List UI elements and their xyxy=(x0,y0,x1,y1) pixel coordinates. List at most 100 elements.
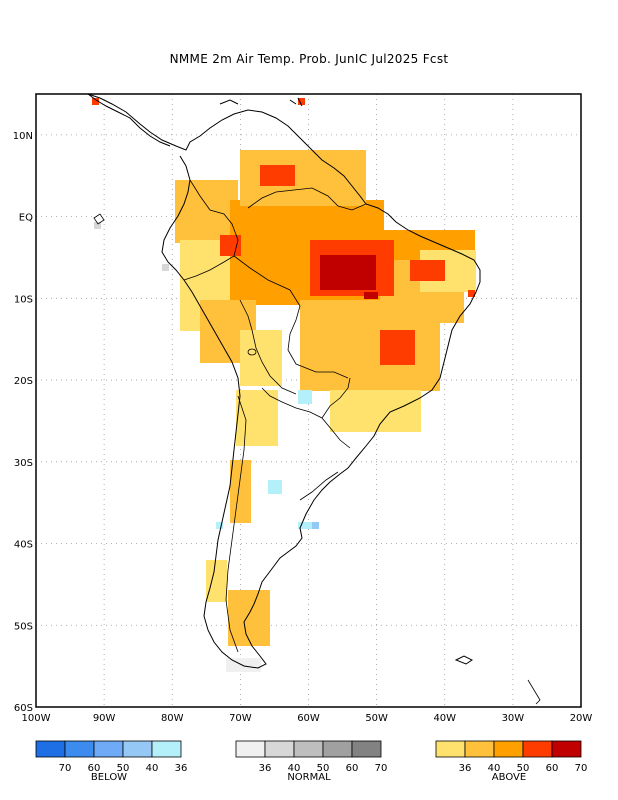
shade-above-40 xyxy=(314,377,321,384)
shade-above-40 xyxy=(412,342,419,349)
shade-above-40 xyxy=(433,363,440,370)
shade-above-40 xyxy=(210,201,217,208)
shade-above-36 xyxy=(365,425,372,432)
shade-above-40 xyxy=(228,314,235,321)
shade-above-40 xyxy=(303,192,310,199)
shade-above-50 xyxy=(293,249,300,256)
shade-above-50 xyxy=(370,221,377,228)
shade-above-36 xyxy=(243,404,250,411)
shade-above-36 xyxy=(247,337,254,344)
shade-above-36 xyxy=(187,289,194,296)
shade-above-40 xyxy=(412,384,419,391)
shade-above-40 xyxy=(228,349,235,356)
shade-above-50 xyxy=(363,207,370,214)
shade-above-40 xyxy=(235,328,242,335)
shade-above-36 xyxy=(434,285,441,292)
shade-above-50 xyxy=(335,207,342,214)
shade-above-50 xyxy=(258,298,265,305)
shade-above-50 xyxy=(335,230,342,237)
shade-above-70 xyxy=(355,255,362,262)
shade-above-60 xyxy=(401,351,408,358)
shade-above-40 xyxy=(331,192,338,199)
shade-above-36 xyxy=(254,351,261,358)
shade-above-36 xyxy=(261,337,268,344)
shade-above-36 xyxy=(222,296,229,303)
shade-above-36 xyxy=(208,268,215,275)
legend-tick-below: 36 xyxy=(175,763,188,774)
shade-above-40 xyxy=(359,150,366,157)
shade-above-40 xyxy=(412,335,419,342)
shade-above-40 xyxy=(419,342,426,349)
shade-above-60 xyxy=(387,275,394,282)
shade-above-40 xyxy=(242,321,249,328)
shade-above-36 xyxy=(344,390,351,397)
shade-above-60 xyxy=(331,247,338,254)
shade-above-40 xyxy=(247,150,254,157)
shade-above-40 xyxy=(240,178,247,185)
shade-above-40 xyxy=(307,342,314,349)
shade-above-60 xyxy=(274,165,281,172)
shade-above-36 xyxy=(180,275,187,282)
shade-above-50 xyxy=(440,230,447,237)
shade-above-40 xyxy=(433,356,440,363)
shade-above-36 xyxy=(257,411,264,418)
shade-above-50 xyxy=(307,214,314,221)
shade-above-36 xyxy=(420,285,427,292)
legend-swatch-below xyxy=(151,740,182,758)
shade-above-40 xyxy=(342,349,349,356)
shade-above-40 xyxy=(328,342,335,349)
shade-above-50 xyxy=(370,207,377,214)
shade-above-50 xyxy=(328,221,335,228)
shade-above-60 xyxy=(281,179,288,186)
shade-above-50 xyxy=(230,277,237,284)
shade-above-50 xyxy=(265,228,272,235)
central-america-coastline xyxy=(87,93,171,147)
shade-above-60 xyxy=(380,240,387,247)
shade-above-36 xyxy=(208,275,215,282)
shade-above-40 xyxy=(196,187,203,194)
shade-above-50 xyxy=(258,270,265,277)
shade-above-40 xyxy=(335,342,342,349)
shade-above-40 xyxy=(426,363,433,370)
shade-above-40 xyxy=(415,281,422,288)
shade-above-40 xyxy=(263,618,270,625)
shade-above-40 xyxy=(342,363,349,370)
caribbean-islands xyxy=(219,97,303,107)
shade-above-40 xyxy=(235,314,242,321)
shade-above-40 xyxy=(405,307,412,314)
shade-above-40 xyxy=(384,300,391,307)
shade-above-50 xyxy=(244,284,251,291)
shade-above-50 xyxy=(251,235,258,242)
shade-above-40 xyxy=(370,377,377,384)
shade-above-40 xyxy=(228,597,235,604)
shade-above-50 xyxy=(258,249,265,256)
shade-above-40 xyxy=(237,495,244,502)
shade-above-40 xyxy=(328,377,335,384)
shade-above-40 xyxy=(207,328,214,335)
shade-above-50 xyxy=(419,237,426,244)
legend-caption-normal: NORMAL xyxy=(287,772,331,783)
shade-above-40 xyxy=(247,185,254,192)
shade-above-40 xyxy=(228,639,235,646)
shade-above-36 xyxy=(222,282,229,289)
shade-above-36 xyxy=(240,365,247,372)
lake-titicaca xyxy=(247,348,257,356)
shade-above-40 xyxy=(356,342,363,349)
shade-normal-36 xyxy=(240,658,247,665)
shade-above-36 xyxy=(379,397,386,404)
shade-above-50 xyxy=(286,284,293,291)
shade-above-70 xyxy=(341,262,348,269)
shade-above-50 xyxy=(279,277,286,284)
shade-above-40 xyxy=(242,300,249,307)
shade-above-40 xyxy=(405,363,412,370)
shade-above-36 xyxy=(243,418,250,425)
shade-above-36 xyxy=(222,261,229,268)
shade-above-40 xyxy=(207,300,214,307)
shade-normal-36 xyxy=(226,658,233,665)
shade-above-40 xyxy=(349,349,356,356)
shade-above-40 xyxy=(263,597,270,604)
shade-above-36 xyxy=(351,418,358,425)
shade-above-40 xyxy=(200,342,207,349)
shade-above-50 xyxy=(279,221,286,228)
shade-above-50 xyxy=(279,207,286,214)
